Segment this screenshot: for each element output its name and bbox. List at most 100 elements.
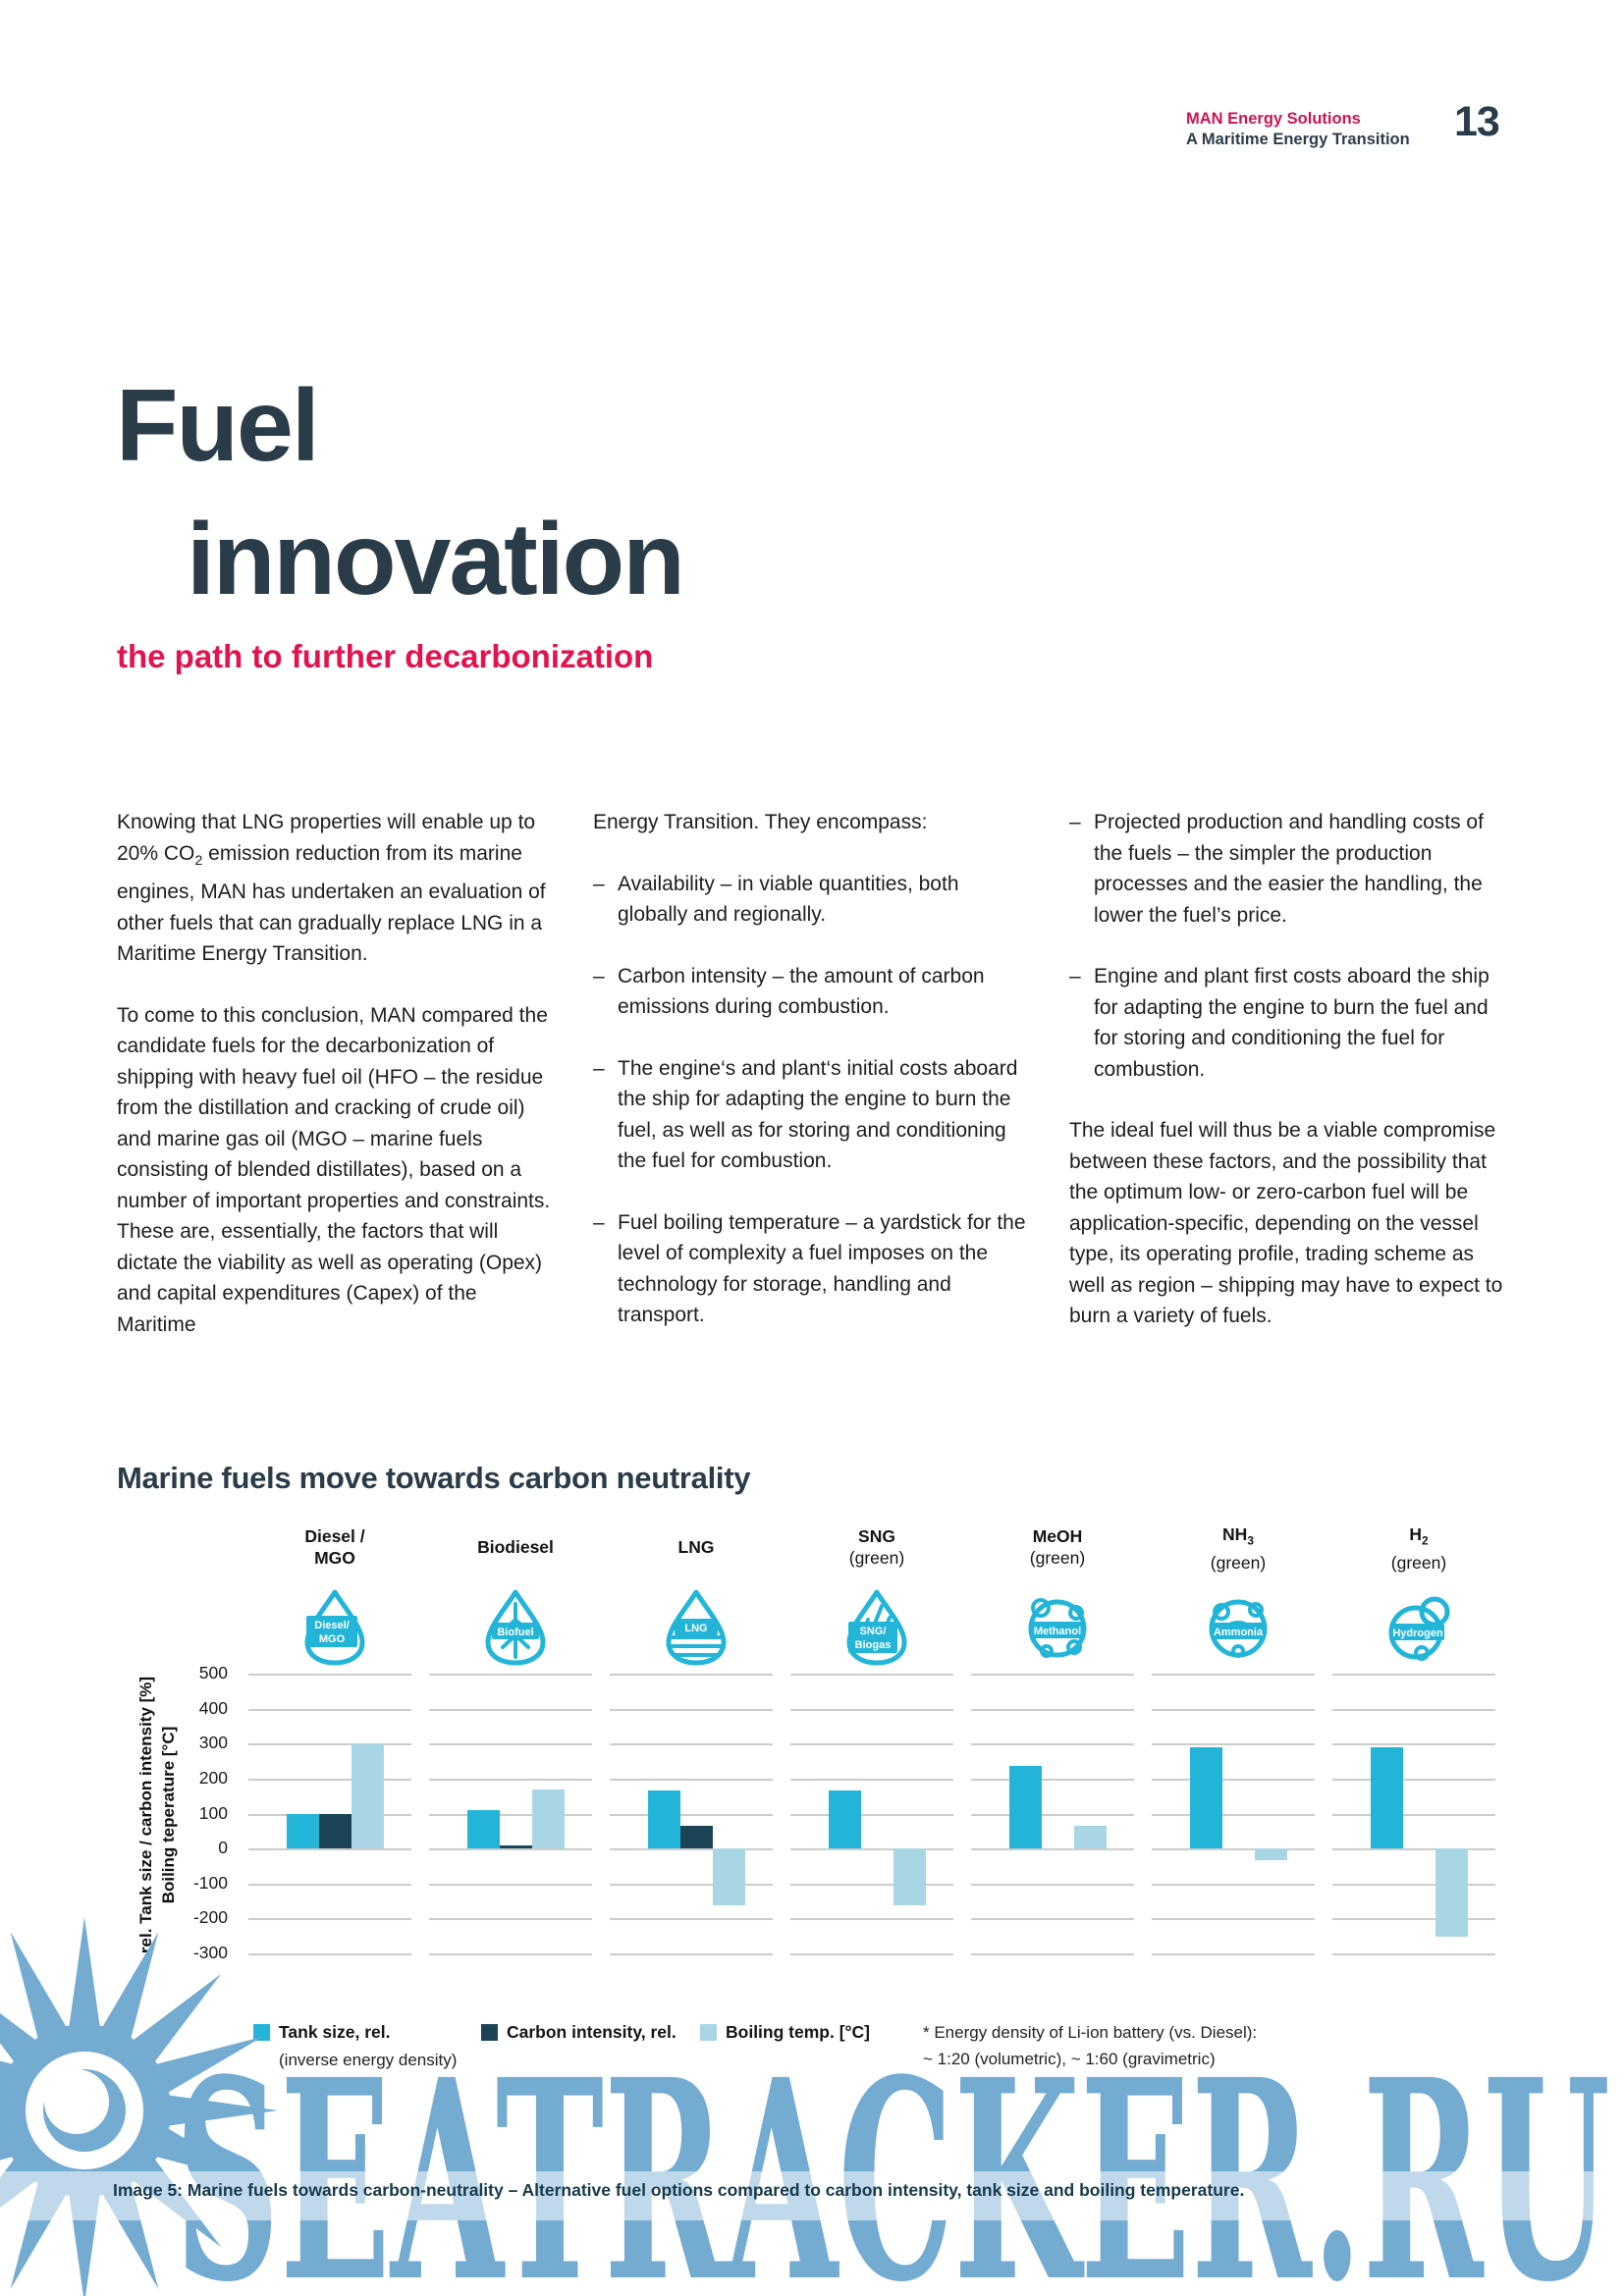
gridline-segment <box>1152 1674 1315 1676</box>
diesel-mgo-droplet-icon: Diesel/ MGO <box>304 1589 365 1666</box>
svg-text:Ammonia: Ammonia <box>1214 1627 1264 1638</box>
methanol-molecule-icon: Methanol <box>1028 1598 1087 1658</box>
chart-title: Marine fuels move towards carbon neutral… <box>117 1461 751 1495</box>
fuel-label: H2 (green) <box>1390 1524 1447 1573</box>
gridline-segment <box>610 1743 773 1746</box>
gridline-segment <box>790 1883 953 1886</box>
gridline-segment <box>1332 1743 1495 1746</box>
gridline-segment <box>610 1918 773 1921</box>
gridline-segment <box>971 1918 1134 1921</box>
hydrogen-molecule-icon: Hydrogen <box>1388 1596 1450 1661</box>
bar-tank-size-lng <box>647 1790 680 1849</box>
bar-tank-size-h2-green- <box>1370 1746 1403 1849</box>
y-tick-label: 100 <box>198 1802 228 1823</box>
paragraph-text: emission reduction from its marine engin… <box>117 841 546 966</box>
fuel-column-diesel-mgo: Diesel / MGO Diesel/ MGO <box>244 1523 425 1671</box>
fuel-column-biodiesel: Biodiesel Biofuel <box>425 1523 606 1671</box>
list-item: Fuel boiling temperature – a yardstick f… <box>593 1207 1032 1331</box>
legend-item-carbon-intensity: Carbon intensity, rel. <box>481 2022 677 2043</box>
list-item: The engine‘s and plant‘s initial costs a… <box>593 1053 1032 1177</box>
lng-droplet-icon: LNG <box>666 1589 727 1666</box>
gridline-segment <box>971 1708 1134 1711</box>
bar-tank-size-meoh-green- <box>1008 1766 1042 1849</box>
paragraph: The ideal fuel will thus be a viable com… <box>1069 1119 1503 1327</box>
gridline-segment <box>1332 1778 1495 1781</box>
fuel-column-sng: SNG (green) SNG/ Biogas <box>786 1523 967 1671</box>
fuel-label: Diesel / MGO <box>304 1526 365 1568</box>
bar-carbon-intensity-diesel-mgo <box>318 1813 352 1849</box>
paragraph-text: Knowing that LNG properties will enable … <box>117 811 536 865</box>
gridline-segment <box>429 1813 592 1816</box>
page-title-line2: innovation <box>187 503 685 616</box>
gridline-segment <box>248 1953 411 1955</box>
gridline-segment <box>248 1674 411 1676</box>
list-item: Projected production and handling costs … <box>1069 807 1508 931</box>
svg-text:Diesel/: Diesel/ <box>314 1620 349 1631</box>
gridline-segment <box>1152 1708 1315 1711</box>
fuel-label: Biodiesel <box>477 1537 554 1557</box>
gridline-segment <box>429 1883 592 1886</box>
y-tick-label: 500 <box>198 1663 228 1682</box>
gridline-segment <box>971 1674 1134 1676</box>
svg-text:SNG/: SNG/ <box>860 1626 887 1637</box>
y-tick-label: 400 <box>198 1697 228 1718</box>
fuel-label: SNG (green) <box>848 1526 905 1568</box>
gridline-segment <box>429 1848 592 1851</box>
brand-name: MAN Energy Solutions <box>1186 110 1361 128</box>
bar-boiling-temp-c--diesel-mgo <box>351 1743 384 1849</box>
list-item: Engine and plant first costs aboard the … <box>1069 961 1508 1085</box>
gridline-segment <box>971 1883 1134 1886</box>
gridline-segment <box>971 1953 1134 1955</box>
fuel-column-h2: H2 (green) Hydrogen <box>1328 1523 1509 1671</box>
page-title: Fuel innovation <box>116 359 685 626</box>
gridline-segment <box>429 1778 592 1781</box>
gridline-segment <box>610 1813 773 1816</box>
y-tick-label: 0 <box>218 1838 228 1858</box>
carbon-intensity-swatch <box>481 2024 498 2041</box>
gridline-segment <box>1152 1953 1315 1955</box>
gridline-segment <box>1332 1848 1495 1851</box>
text-column-1: Knowing that LNG properties will enable … <box>117 807 556 1370</box>
bar-boiling-temp-c--meoh-green- <box>1073 1825 1107 1849</box>
bar-boiling-temp-c--lng <box>712 1848 745 1905</box>
gridline-segment <box>429 1918 592 1921</box>
gridline-segment <box>1152 1883 1315 1886</box>
gridline-segment <box>1152 1918 1315 1921</box>
gridline-segment <box>1332 1918 1495 1921</box>
document-title: A Maritime Energy Transition <box>1186 131 1410 148</box>
fuel-label: NH3 (green) <box>1210 1524 1267 1573</box>
gridline-segment <box>1332 1708 1495 1711</box>
gridline-segment <box>790 1674 953 1676</box>
bar-carbon-intensity-biodiesel <box>499 1844 532 1849</box>
gridline-segment <box>1332 1953 1495 1955</box>
svg-text:Biogas: Biogas <box>855 1639 892 1651</box>
legend-label: Tank size, rel. <box>279 2022 391 2042</box>
paragraph: Knowing that LNG properties will enable … <box>117 807 556 970</box>
gridline-segment <box>971 1778 1134 1781</box>
gridline-segment <box>790 1708 953 1711</box>
gridline-segment <box>1152 1778 1315 1781</box>
gridline-segment <box>790 1953 953 1955</box>
y-tick-label: -300 <box>192 1943 228 1962</box>
fuel-column-lng: LNG LNG <box>606 1523 786 1671</box>
gridline-segment <box>790 1813 953 1816</box>
tank-size-swatch <box>253 2024 270 2041</box>
y-tick-label: 200 <box>198 1767 228 1788</box>
fuel-column-nh3: NH3 (green) Ammonia <box>1148 1523 1328 1671</box>
gridline-segment <box>429 1674 592 1676</box>
page-number: 13 <box>1454 98 1500 145</box>
ammonia-molecule-icon: Ammonia <box>1209 1599 1268 1658</box>
gridline-segment <box>248 1743 411 1746</box>
bar-boiling-temp-c--biodiesel <box>531 1789 565 1849</box>
svg-text:Methanol: Methanol <box>1034 1626 1081 1637</box>
gridline-segment <box>1152 1743 1315 1746</box>
gridline-segment <box>610 1883 773 1886</box>
legend-label: Carbon intensity, rel. <box>507 2022 677 2042</box>
legend-item-tank-size: Tank size, rel. <box>253 2022 390 2043</box>
paragraph: To come to this conclusion, MAN compared… <box>117 1003 551 1336</box>
list-item: Availability – in viable quantities, bot… <box>593 869 1032 931</box>
svg-text:LNG: LNG <box>684 1623 707 1634</box>
fuel-label: MeOH (green) <box>1029 1526 1086 1568</box>
seatracker-watermark: SEATRACKER.RU <box>0 1917 1610 2296</box>
biofuel-leaf-droplet-icon: Biofuel <box>485 1589 546 1666</box>
